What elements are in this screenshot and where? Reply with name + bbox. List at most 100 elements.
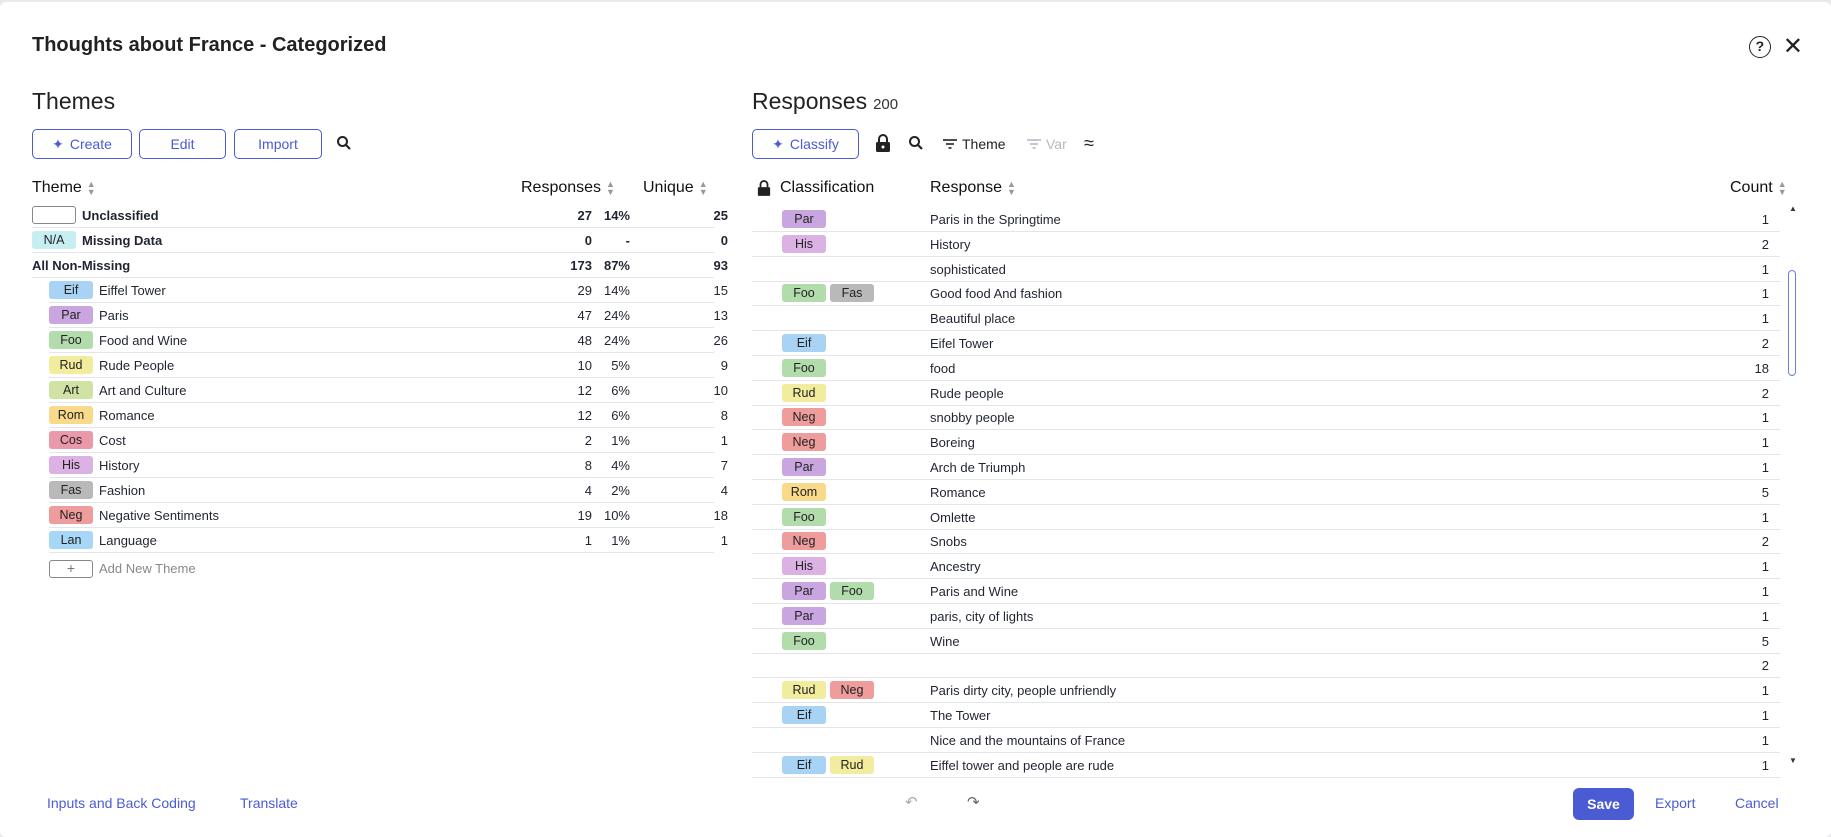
theme-row[interactable]: Art Art and Culture 12 6% 10 xyxy=(49,378,728,403)
scroll-up-icon[interactable]: ▲ xyxy=(1789,204,1797,213)
search-themes-icon[interactable] xyxy=(336,135,352,155)
response-row[interactable]: Nice and the mountains of France 1 xyxy=(752,728,1780,753)
theme-name: Cost xyxy=(99,432,126,448)
classification-tag[interactable]: Par xyxy=(782,582,826,600)
theme-row[interactable]: Lan Language 1 1% 1 xyxy=(49,528,728,553)
classify-button[interactable]: ✦ Classify xyxy=(752,129,859,159)
classification-tag[interactable]: Rom xyxy=(782,482,826,501)
classification-tag[interactable]: Neg xyxy=(782,408,826,427)
approx-icon[interactable]: ≈ xyxy=(1084,133,1094,153)
response-row[interactable]: Rom Romance 5 xyxy=(752,480,1780,505)
response-row[interactable]: Eif Eifel Tower 2 xyxy=(752,331,1780,356)
theme-row[interactable]: Rom Romance 12 6% 8 xyxy=(49,403,728,428)
classification-tag[interactable]: Foo xyxy=(782,507,826,526)
theme-row[interactable]: Foo Food and Wine 48 24% 26 xyxy=(49,328,728,353)
theme-row[interactable]: Rud Rude People 10 5% 9 xyxy=(49,353,728,378)
add-new-theme[interactable]: + Add New Theme xyxy=(49,556,689,581)
unique-column-header[interactable]: Unique ▲ ▼ xyxy=(643,179,708,197)
theme-name: Food and Wine xyxy=(99,332,188,348)
response-row[interactable]: Foo Fas Good food And fashion 1 xyxy=(752,281,1780,307)
summary-row[interactable]: Unclassified 27 14% 25 xyxy=(32,203,728,228)
classification-tag[interactable]: Par xyxy=(782,210,826,228)
theme-code-tag: Fas xyxy=(49,481,93,499)
classification-tag[interactable]: Rud xyxy=(830,755,874,774)
classification-tag[interactable]: Eif xyxy=(782,755,826,774)
response-row[interactable]: Rud Rude people 2 xyxy=(752,381,1780,406)
classification-tag[interactable]: Fas xyxy=(830,284,874,303)
classification-tag[interactable]: Foo xyxy=(782,284,826,303)
theme-unique: 1 xyxy=(720,433,728,448)
cancel-link[interactable]: Cancel xyxy=(1735,795,1779,811)
classification-header-label: Classification xyxy=(780,179,875,196)
response-row[interactable]: Neg Snobs 2 xyxy=(752,529,1780,555)
lock-icon[interactable] xyxy=(875,134,891,156)
response-row[interactable]: 2 xyxy=(752,653,1780,679)
edit-button[interactable]: Edit xyxy=(139,129,226,159)
response-row[interactable]: Eif The Tower 1 xyxy=(752,703,1780,728)
classification-column-header[interactable]: Classification xyxy=(757,179,874,197)
classification-tag[interactable]: Neg xyxy=(830,681,874,700)
count-column-header[interactable]: Count ▲ ▼ xyxy=(1730,179,1787,197)
classification-tag[interactable]: Par xyxy=(782,458,826,476)
theme-row[interactable]: His History 8 4% 7 xyxy=(49,453,728,478)
classification-tag[interactable]: Par xyxy=(782,606,826,625)
classification-tag[interactable]: Foo xyxy=(782,358,826,377)
summary-row[interactable]: All Non-Missing 173 87% 93 xyxy=(32,253,728,278)
theme-row[interactable]: Eif Eiffel Tower 29 14% 15 xyxy=(49,278,728,303)
response-column-header[interactable]: Response ▲ ▼ xyxy=(930,179,1016,197)
response-row[interactable]: Eif Rud Eiffel tower and people are rude 1 xyxy=(752,753,1780,778)
response-count: 1 xyxy=(1761,509,1769,525)
scroll-down-icon[interactable]: ▼ xyxy=(1789,756,1797,765)
response-count: 2 xyxy=(1761,336,1769,351)
theme-percent: 6% xyxy=(611,408,630,423)
theme-row[interactable]: Neg Negative Sentiments 19 10% 18 xyxy=(49,503,728,528)
classification-tag[interactable]: His xyxy=(782,234,826,253)
response-row[interactable]: Neg snobby people 1 xyxy=(752,405,1780,431)
response-row[interactable]: Neg Boreing 1 xyxy=(752,430,1780,456)
response-row[interactable]: Par paris, city of lights 1 xyxy=(752,604,1780,629)
summary-row[interactable]: N/A Missing Data 0 - 0 xyxy=(32,228,728,253)
redo-icon[interactable]: ↷ xyxy=(967,794,980,811)
response-row[interactable]: Par Foo Paris and Wine 1 xyxy=(752,579,1780,604)
response-row[interactable]: Foo Wine 5 xyxy=(752,629,1780,654)
scrollbar-thumb[interactable] xyxy=(1788,270,1796,376)
classification-tag[interactable]: Rud xyxy=(782,383,826,402)
classification-tag[interactable]: Neg xyxy=(782,433,826,452)
classification-tag[interactable]: Rud xyxy=(782,681,826,700)
inputs-back-coding-link[interactable]: Inputs and Back Coding xyxy=(47,795,196,811)
classification-tag[interactable]: Foo xyxy=(782,631,826,650)
save-button[interactable]: Save xyxy=(1573,788,1634,820)
response-count: 1 xyxy=(1761,410,1769,426)
translate-link[interactable]: Translate xyxy=(240,795,298,811)
theme-column-header[interactable]: Theme ▲ ▼ xyxy=(32,179,96,197)
create-button[interactable]: ✦ Create xyxy=(32,129,132,159)
response-row[interactable]: Rud Neg Paris dirty city, people unfriendl… xyxy=(752,678,1780,704)
response-row[interactable]: Par Arch de Triumph 1 xyxy=(752,455,1780,480)
theme-row[interactable]: Par Paris 47 24% 13 xyxy=(49,303,728,328)
response-row[interactable]: Foo food 18 xyxy=(752,356,1780,381)
responses-column-header[interactable]: Responses ▲ ▼ xyxy=(521,179,615,197)
classification-tag[interactable]: Eif xyxy=(782,706,826,724)
export-link[interactable]: Export xyxy=(1655,795,1696,811)
response-row[interactable]: Par Paris in the Springtime 1 xyxy=(752,207,1780,232)
theme-responses: 12 xyxy=(577,408,592,423)
theme-unique: 8 xyxy=(720,408,728,423)
theme-row[interactable]: Cos Cost 2 1% 1 xyxy=(49,428,728,453)
response-row[interactable]: His Ancestry 1 xyxy=(752,554,1780,580)
help-icon[interactable]: ? xyxy=(1748,36,1771,58)
response-row[interactable]: Beautiful place 1 xyxy=(752,306,1780,332)
theme-row[interactable]: Fas Fashion 4 2% 4 xyxy=(49,478,728,503)
theme-name: Language xyxy=(99,532,157,548)
response-row[interactable]: Foo Omlette 1 xyxy=(752,505,1780,530)
classification-tag[interactable]: Eif xyxy=(782,334,826,352)
close-icon[interactable]: ✕ xyxy=(1782,33,1803,60)
response-row[interactable]: His History 2 xyxy=(752,232,1780,257)
response-row[interactable]: sophisticated 1 xyxy=(752,257,1780,282)
classification-tag[interactable]: His xyxy=(782,557,826,576)
import-button[interactable]: Import xyxy=(234,129,322,159)
undo-icon[interactable]: ↶ xyxy=(905,794,918,811)
search-responses-icon[interactable] xyxy=(908,135,924,155)
classification-tag[interactable]: Neg xyxy=(782,532,826,551)
classification-tag[interactable]: Foo xyxy=(830,582,874,600)
theme-filter[interactable]: Theme xyxy=(942,136,1006,152)
